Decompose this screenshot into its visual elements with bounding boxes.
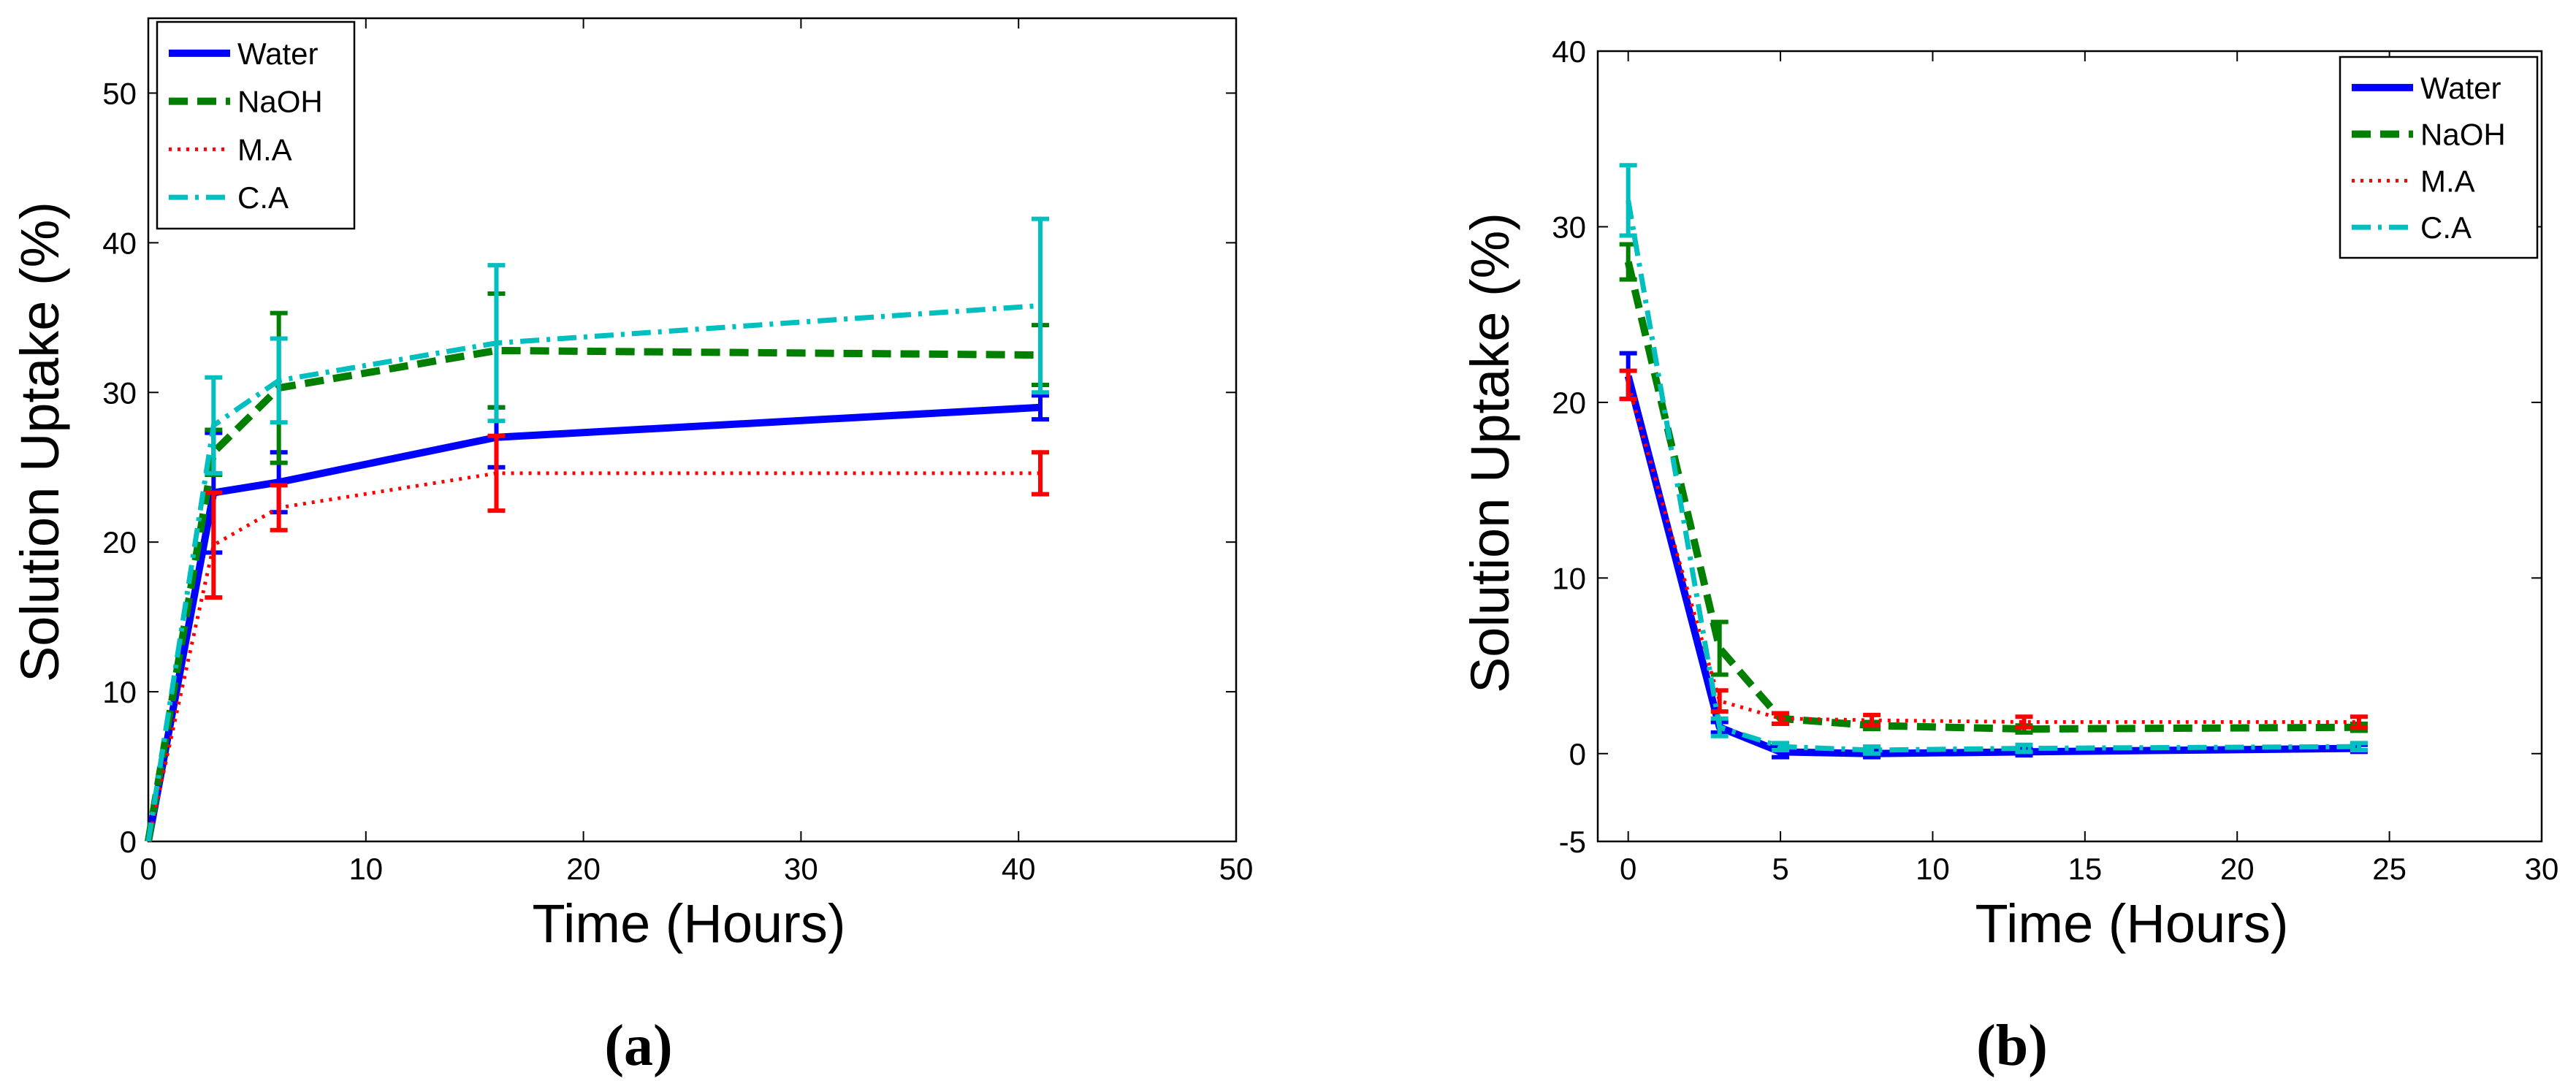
chart-b-y-axis-label: Solution Uptake (%) <box>1460 213 1520 693</box>
chart-b-series-c-a-line <box>1626 199 2359 753</box>
chart-b-axes-frame <box>1596 50 2543 843</box>
chart-a-y-axis-label: Solution Uptake (%) <box>9 202 70 682</box>
chart-panel-b: Solution Uptake (%) Time (Hours) (b) 0 5 1… <box>1460 34 2558 1078</box>
chart-b-legend-label-water: Water <box>2420 71 2501 105</box>
chart-a-legend-label-c-a: C.A <box>237 180 289 215</box>
chart-a-x-tick-label: 30 <box>784 852 818 886</box>
chart-a-x-tick-label: 40 <box>1002 852 1036 886</box>
chart-a-y-tick-label: 40 <box>102 226 137 260</box>
chart-a-panel-label-open: ( <box>604 1014 624 1078</box>
chart-a-panel-label-letter: a <box>624 1014 653 1078</box>
chart-a-axes-frame <box>147 17 1238 843</box>
chart-b-y-tick-label: 30 <box>1552 210 1586 244</box>
chart-b-legend-label-m-a: M.A <box>2420 164 2475 198</box>
chart-a-y-tick-label: 30 <box>102 375 137 410</box>
chart-b-legend-label-naoh: NaOH <box>2420 118 2506 152</box>
chart-b-panel-label: (b) <box>1976 1014 2048 1078</box>
chart-b-x-tick-label: 10 <box>1916 852 1950 886</box>
chart-a-y-tick-label: 50 <box>102 76 137 110</box>
chart-a-panel-label-close: ) <box>653 1014 673 1078</box>
chart-a-x-tick-label: 10 <box>348 852 383 886</box>
chart-a-legend-label-naoh: NaOH <box>237 85 323 119</box>
chart-a-legend-label-m-a: M.A <box>237 132 292 167</box>
chart-panel-a: Solution Uptake (%) Time (Hours) (a) 0 10… <box>9 17 1254 1078</box>
chart-b-series-m-a-line <box>1626 384 2359 724</box>
chart-b-panel-label-letter: b <box>1996 1014 2029 1078</box>
chart-b-x-tick-label: 25 <box>2372 852 2407 886</box>
chart-b-y-tick-label: -5 <box>1559 825 1586 859</box>
chart-b-x-tick-label: 30 <box>2525 852 2559 886</box>
chart-a-panel-label: (a) <box>604 1014 672 1078</box>
chart-a-y-tick-label: 20 <box>102 525 137 559</box>
chart-a-x-tick-label: 0 <box>140 852 156 886</box>
chart-a-legend-label-water: Water <box>237 37 318 71</box>
chart-a-x-tick-label: 50 <box>1219 852 1254 886</box>
chart-a-x-axis-label: Time (Hours) <box>533 893 846 954</box>
chart-b-series-water-line <box>1624 375 2359 757</box>
chart-b-x-axis-label: Time (Hours) <box>1975 893 2289 954</box>
chart-b-x-tick-label: 15 <box>2068 852 2102 886</box>
chart-b-y-tick-label: 20 <box>1552 386 1586 420</box>
chart-b-panel-label-open: ( <box>1976 1014 1996 1078</box>
chart-a-y-tick-label: 0 <box>120 825 137 859</box>
chart-b-x-tick-label: 20 <box>2220 852 2255 886</box>
chart-b-x-tick-label: 5 <box>1772 852 1788 886</box>
chart-b-y-tick-label: 40 <box>1552 34 1586 69</box>
chart-b-y-tick-label: 10 <box>1552 561 1586 595</box>
chart-b-x-tick-label: 0 <box>1620 852 1636 886</box>
chart-a-y-tick-label: 10 <box>102 675 137 709</box>
chart-b-y-tick-label: 0 <box>1569 737 1586 771</box>
chart-b-series-naoh-line <box>1624 261 2359 733</box>
chart-a-x-tick-label: 20 <box>566 852 601 886</box>
chart-b-legend-label-c-a: C.A <box>2420 210 2472 245</box>
chart-b-panel-label-close: ) <box>2028 1014 2048 1078</box>
